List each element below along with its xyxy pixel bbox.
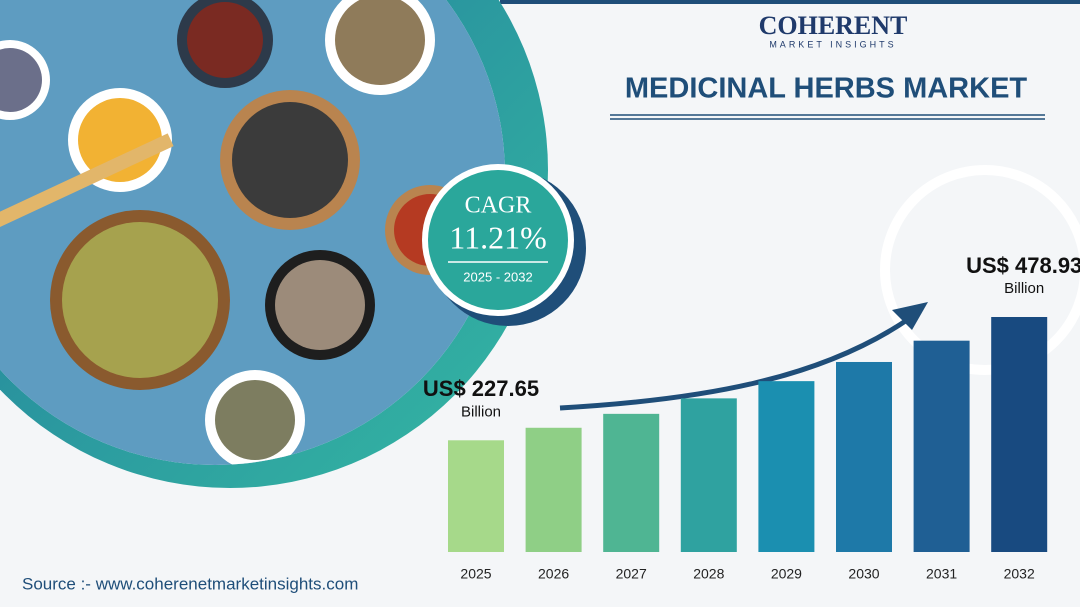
value-label: US$ 478.93 bbox=[966, 253, 1080, 278]
x-tick-label: 2031 bbox=[926, 566, 957, 582]
chart-title: MEDICINAL HERBS MARKET bbox=[625, 73, 1028, 105]
bar bbox=[525, 427, 582, 552]
x-tick-label: 2025 bbox=[460, 566, 491, 582]
logo-name: COHERENT bbox=[759, 11, 908, 40]
cagr-period: 2025 - 2032 bbox=[463, 269, 532, 284]
cagr-label: CAGR bbox=[465, 193, 532, 219]
cagr-value: 11.21% bbox=[449, 219, 546, 255]
arrow-head bbox=[892, 302, 928, 330]
logo-tagline: MARKET INSIGHTS bbox=[769, 39, 896, 49]
bar bbox=[913, 340, 970, 552]
cagr-badge bbox=[428, 170, 568, 310]
bar bbox=[680, 398, 737, 552]
x-tick-label: 2030 bbox=[848, 566, 879, 582]
x-tick-label: 2027 bbox=[616, 566, 647, 582]
x-tick-label: 2026 bbox=[538, 566, 569, 582]
x-tick-label: 2029 bbox=[771, 566, 802, 582]
value-unit: Billion bbox=[461, 403, 501, 420]
x-tick-label: 2028 bbox=[693, 566, 724, 582]
bar bbox=[603, 413, 660, 552]
source: Source :- www.coherenetmarketinsights.co… bbox=[22, 574, 358, 593]
deco-circle bbox=[880, 165, 1080, 375]
top-strip bbox=[500, 0, 1080, 4]
value-label: US$ 227.65 bbox=[423, 376, 539, 401]
value-unit: Billion bbox=[1004, 280, 1044, 297]
growth-arrow bbox=[559, 315, 912, 411]
bar bbox=[758, 381, 815, 552]
bar bbox=[448, 440, 504, 552]
bar bbox=[991, 317, 1048, 552]
bar bbox=[836, 361, 892, 552]
x-tick-label: 2032 bbox=[1004, 566, 1035, 582]
